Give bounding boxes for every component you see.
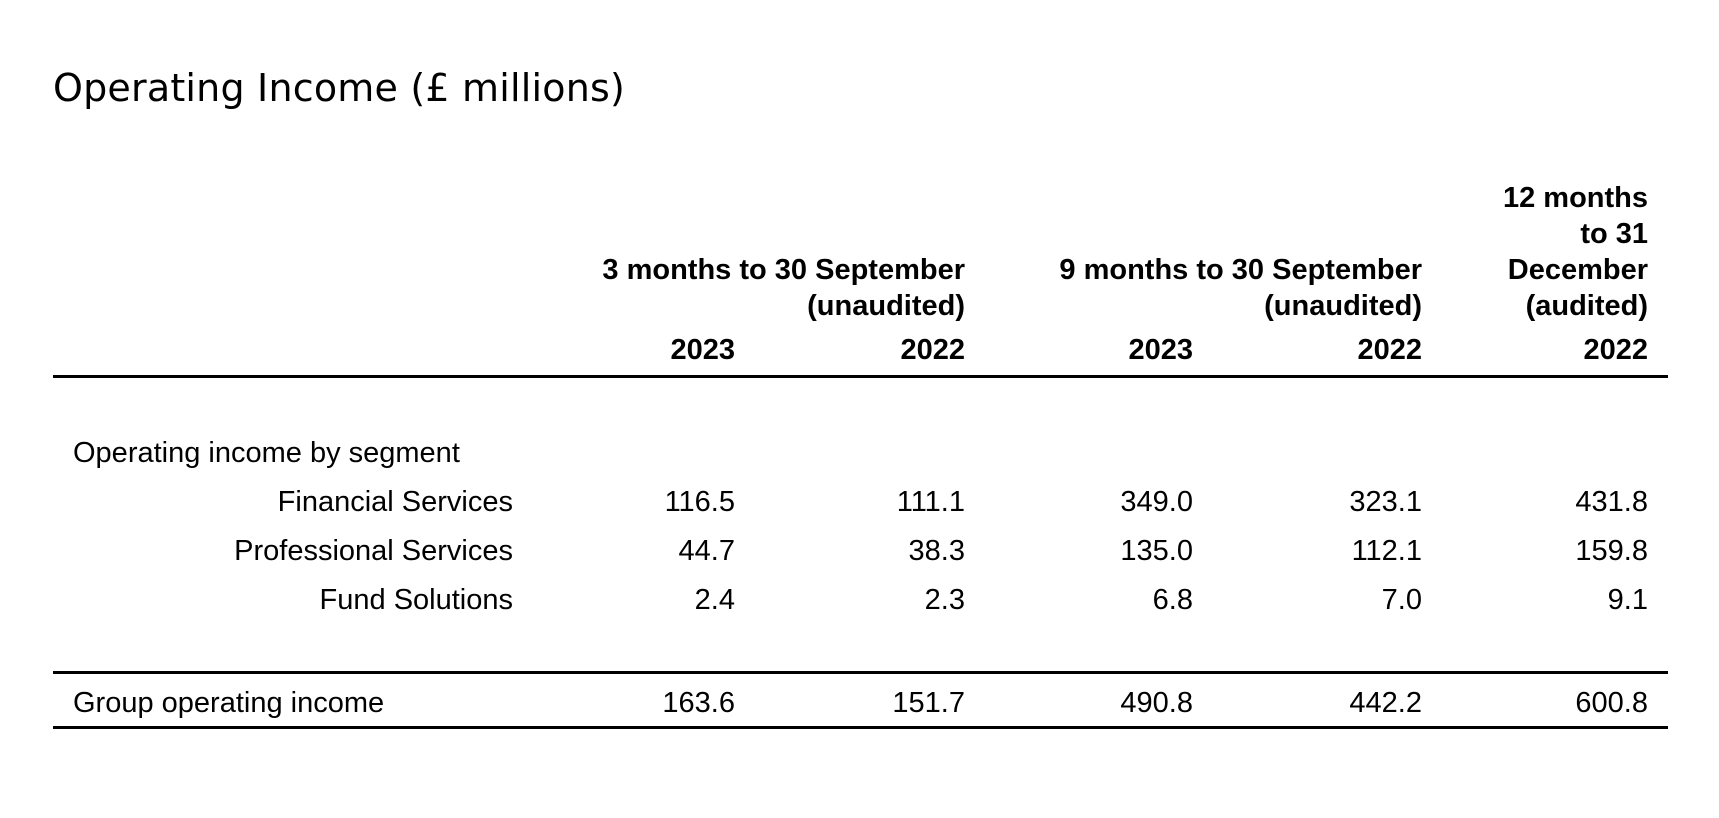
- page-title: Operating Income (£ millions): [53, 66, 626, 110]
- column-group-3-months: 3 months to 30 September (unaudited): [602, 252, 965, 324]
- total-cell: 442.2: [1349, 687, 1422, 719]
- column-group-12-months-line2: to 31: [1580, 218, 1648, 250]
- total-cell: 163.6: [662, 687, 735, 719]
- total-label: Group operating income: [73, 687, 385, 719]
- table-cell: 6.8: [1152, 584, 1193, 616]
- column-group-12-months-line4: (audited): [1525, 290, 1648, 322]
- section-label: Operating income by segment: [73, 437, 460, 469]
- column-group-9-months-line1: 9 months to 30 September: [1059, 254, 1422, 286]
- table-cell: 159.8: [1575, 535, 1648, 567]
- year-header: 2022: [1357, 334, 1422, 366]
- column-group-12-months: 12 months to 31 December (audited): [1503, 180, 1648, 324]
- year-header: 2022: [1583, 334, 1648, 366]
- total-bottom-divider: [53, 726, 1668, 729]
- table-cell: 112.1: [1351, 535, 1422, 567]
- table-cell: 431.8: [1575, 486, 1648, 518]
- year-header: 2022: [900, 334, 965, 366]
- total-cell: 490.8: [1120, 687, 1193, 719]
- row-label: Fund Solutions: [319, 584, 513, 616]
- year-header: 2023: [670, 334, 735, 366]
- column-group-12-months-line1: 12 months: [1502, 182, 1648, 214]
- table-cell: 111.1: [896, 486, 965, 518]
- total-top-divider: [53, 671, 1668, 674]
- column-group-3-months-line1: 3 months to 30 September: [602, 254, 965, 286]
- table-cell: 323.1: [1349, 486, 1422, 518]
- table-cell: 349.0: [1120, 486, 1193, 518]
- column-group-9-months: 9 months to 30 September (unaudited): [1059, 252, 1422, 324]
- total-cell: 151.7: [892, 687, 965, 719]
- total-cell: 600.8: [1575, 687, 1648, 719]
- column-group-12-months-line3: December: [1507, 254, 1648, 286]
- table-cell: 44.7: [678, 535, 735, 567]
- table-cell: 9.1: [1607, 584, 1648, 616]
- column-group-9-months-line2: (unaudited): [1264, 290, 1422, 322]
- table-cell: 38.3: [908, 535, 965, 567]
- table-cell: 7.0: [1381, 584, 1422, 616]
- table-cell: 116.5: [664, 486, 735, 518]
- table-cell: 2.3: [924, 584, 965, 616]
- row-label: Professional Services: [234, 535, 513, 567]
- table-cell: 135.0: [1120, 535, 1193, 567]
- header-divider: [53, 375, 1668, 378]
- year-header: 2023: [1128, 334, 1193, 366]
- table-cell: 2.4: [694, 584, 735, 616]
- row-label: Financial Services: [277, 486, 513, 518]
- column-group-3-months-line2: (unaudited): [807, 290, 965, 322]
